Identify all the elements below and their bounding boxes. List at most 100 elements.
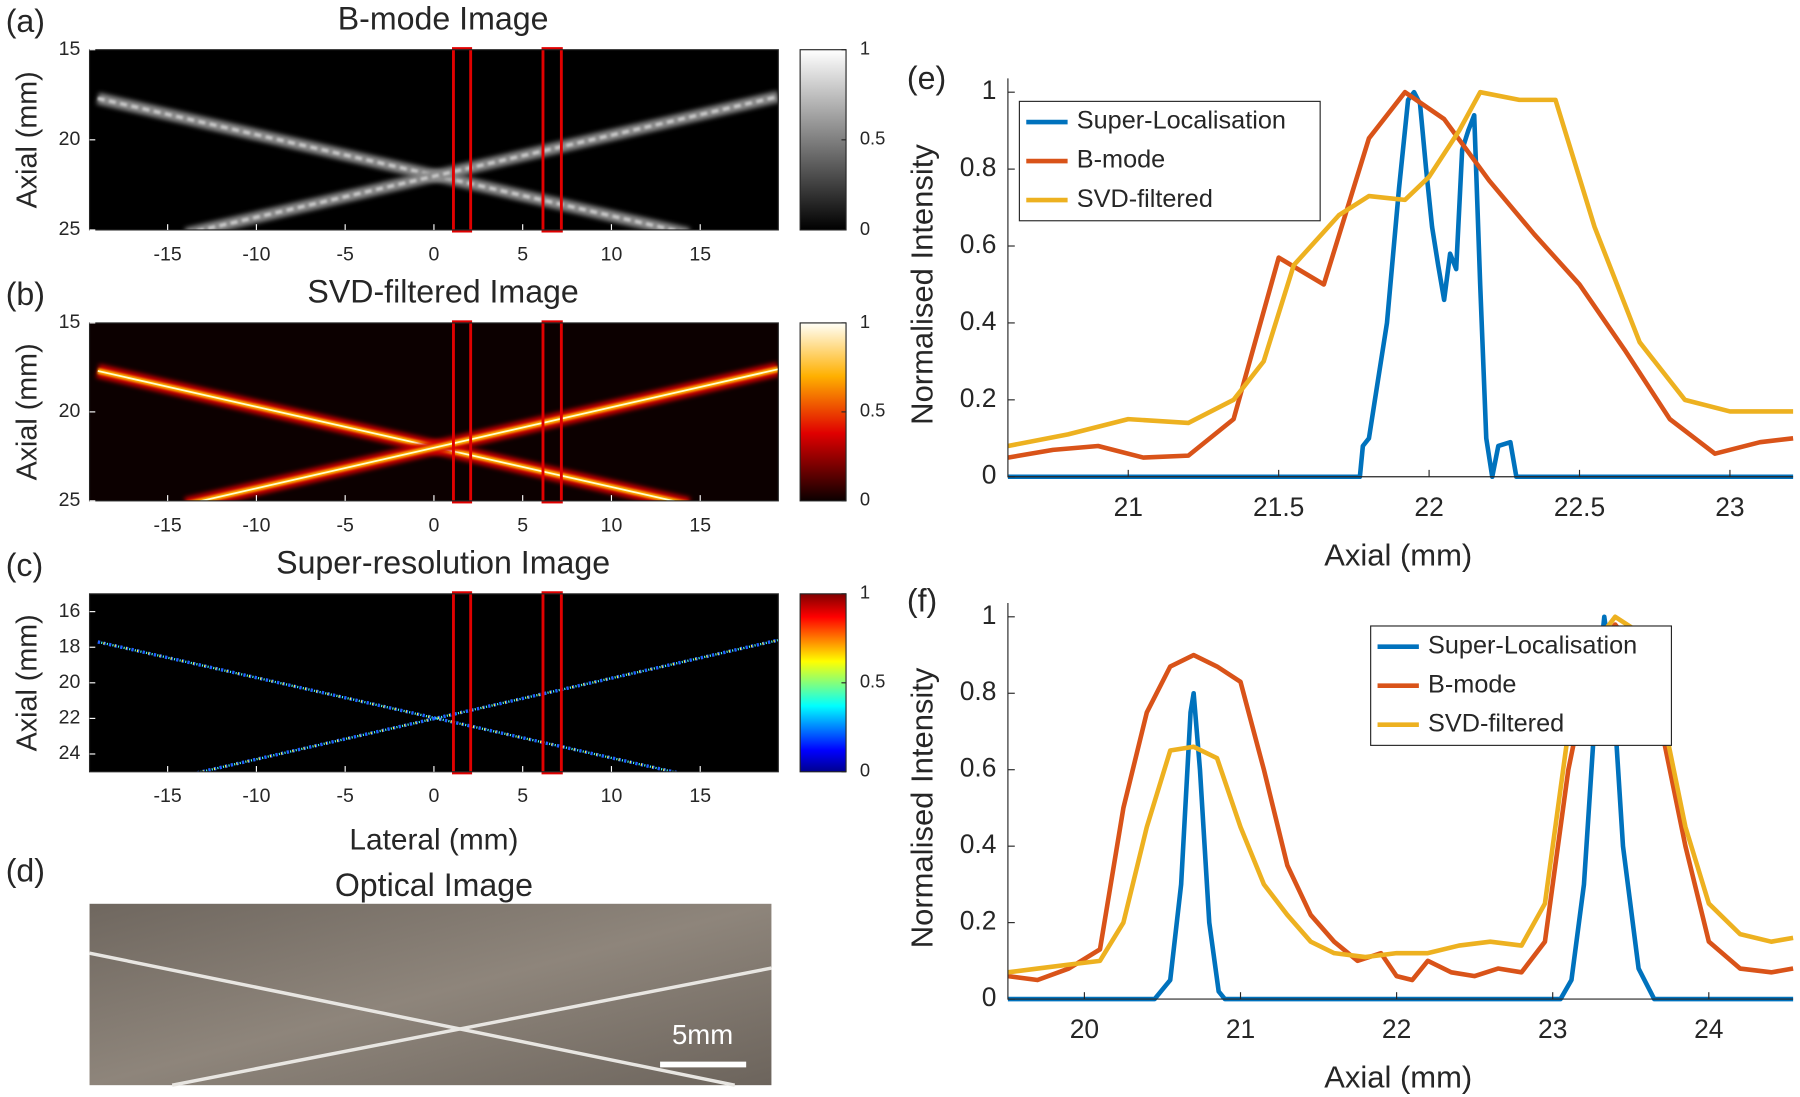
colorbar-tick-label: 1 — [860, 582, 870, 603]
image — [89, 322, 779, 501]
x-tick-label: 0 — [428, 243, 439, 265]
colorbar-tick-label: 0 — [860, 489, 870, 510]
wire — [89, 951, 736, 1087]
panel-label: (c) — [6, 547, 43, 583]
wire — [171, 966, 772, 1087]
legend-label: Super-Localisation — [1428, 631, 1637, 659]
x-tick-label: 10 — [601, 785, 623, 807]
y-tick-label: 0.8 — [960, 676, 997, 706]
y-axis-label: Axial (mm) — [11, 343, 43, 480]
series-line — [1007, 89, 1794, 460]
image-bg — [89, 49, 779, 230]
x-tick-label: -5 — [336, 243, 353, 265]
x-tick-label: 22 — [1414, 492, 1443, 522]
x-tick-label: 22.5 — [1554, 492, 1605, 522]
x-tick-label: -15 — [154, 514, 182, 536]
y-tick-label: 25 — [59, 489, 81, 511]
y-tick-label: 0.6 — [960, 753, 997, 783]
y-axis-label: Axial (mm) — [11, 71, 43, 208]
x-tick-label: 21.5 — [1253, 492, 1304, 522]
x-tick-label: -5 — [336, 785, 353, 807]
roi-box — [541, 320, 563, 504]
y-tick-label: 0.4 — [960, 306, 997, 336]
y-tick-label: 0.6 — [960, 229, 997, 259]
y-tick-label: 16 — [59, 600, 81, 622]
x-tick-label: 0 — [428, 785, 439, 807]
image — [89, 593, 779, 772]
x-tick-label: 15 — [689, 243, 711, 265]
x-tick-label: 22 — [1382, 1014, 1411, 1044]
x-tick-label: 10 — [601, 243, 623, 265]
x-tick-label: -10 — [242, 785, 270, 807]
y-tick-label: 0.4 — [960, 829, 997, 859]
y-tick-label: 15 — [59, 38, 81, 60]
x-axis-label: Axial (mm) — [1324, 537, 1472, 572]
y-axis-label: Normalised Intensity — [904, 667, 939, 948]
wire — [193, 94, 779, 230]
x-tick-label: -15 — [154, 243, 182, 265]
wire — [97, 96, 681, 230]
x-tick-label: -15 — [154, 785, 182, 807]
x-tick-label: -5 — [336, 514, 353, 536]
panel-title: B-mode Image — [338, 0, 549, 36]
colorbar-tick-label: 0 — [860, 218, 870, 239]
panel-label: (e) — [907, 60, 946, 96]
x-tick-label: -10 — [242, 243, 270, 265]
y-tick-label: 1 — [982, 600, 997, 630]
colorbar-tick-label: 0 — [860, 760, 870, 781]
legend-box — [1018, 100, 1321, 222]
y-tick-label: 20 — [59, 671, 81, 693]
series-line — [1007, 89, 1794, 480]
y-tick-label: 1 — [982, 75, 997, 105]
x-tick-label: 0 — [428, 514, 439, 536]
y-tick-label: 0.2 — [960, 383, 997, 413]
scale-bar-label: 5mm — [672, 1019, 733, 1050]
image-bg — [89, 322, 779, 501]
x-tick-label: 5 — [517, 514, 528, 536]
image-bg — [89, 593, 779, 772]
colorbar — [799, 593, 847, 773]
y-tick-label: 25 — [59, 218, 81, 240]
wire — [97, 370, 677, 501]
legend-box — [1370, 625, 1673, 746]
panel-label: (d) — [6, 852, 45, 888]
roi-box — [541, 591, 563, 775]
x-axis-label: Lateral (mm) — [349, 824, 518, 857]
legend-label: SVD-filtered — [1428, 709, 1564, 737]
x-tick-label: 15 — [689, 785, 711, 807]
x-tick-label: 21 — [1114, 492, 1143, 522]
legend-label: B-mode — [1428, 670, 1516, 698]
y-tick-label: 22 — [59, 707, 81, 729]
y-tick-label: 18 — [59, 635, 81, 657]
y-tick-label: 0.8 — [960, 152, 997, 182]
wire — [196, 638, 779, 772]
roi-box — [452, 47, 473, 233]
colorbar — [799, 49, 847, 231]
panel-label: (b) — [6, 276, 45, 312]
y-axis-label: Normalised Intensity — [904, 144, 939, 425]
x-tick-label: 15 — [689, 514, 711, 536]
y-tick-label: 0.2 — [960, 906, 997, 936]
panel-title: SVD-filtered Image — [307, 274, 578, 310]
x-tick-label: 23 — [1538, 1014, 1567, 1044]
legend-label: B-mode — [1077, 146, 1165, 174]
y-tick-label: 0 — [982, 982, 997, 1012]
roi-box — [541, 47, 563, 233]
x-tick-label: 23 — [1715, 492, 1744, 522]
colorbar-tick-label: 1 — [860, 311, 870, 332]
colorbar — [799, 322, 847, 502]
x-tick-label: 5 — [517, 785, 528, 807]
wire — [193, 638, 779, 772]
photo — [89, 903, 772, 1086]
colorbar-tick-label: 0.5 — [860, 400, 886, 421]
y-axis-label: Axial (mm) — [11, 614, 43, 751]
legend-label: Super-Localisation — [1077, 107, 1286, 135]
y-tick-label: 0 — [982, 460, 997, 490]
image — [89, 49, 779, 230]
y-tick-label: 20 — [59, 128, 81, 150]
y-tick-label: 24 — [59, 742, 81, 764]
panel-label: (f) — [907, 583, 937, 619]
x-tick-label: 10 — [601, 514, 623, 536]
y-tick-label: 20 — [59, 400, 81, 422]
